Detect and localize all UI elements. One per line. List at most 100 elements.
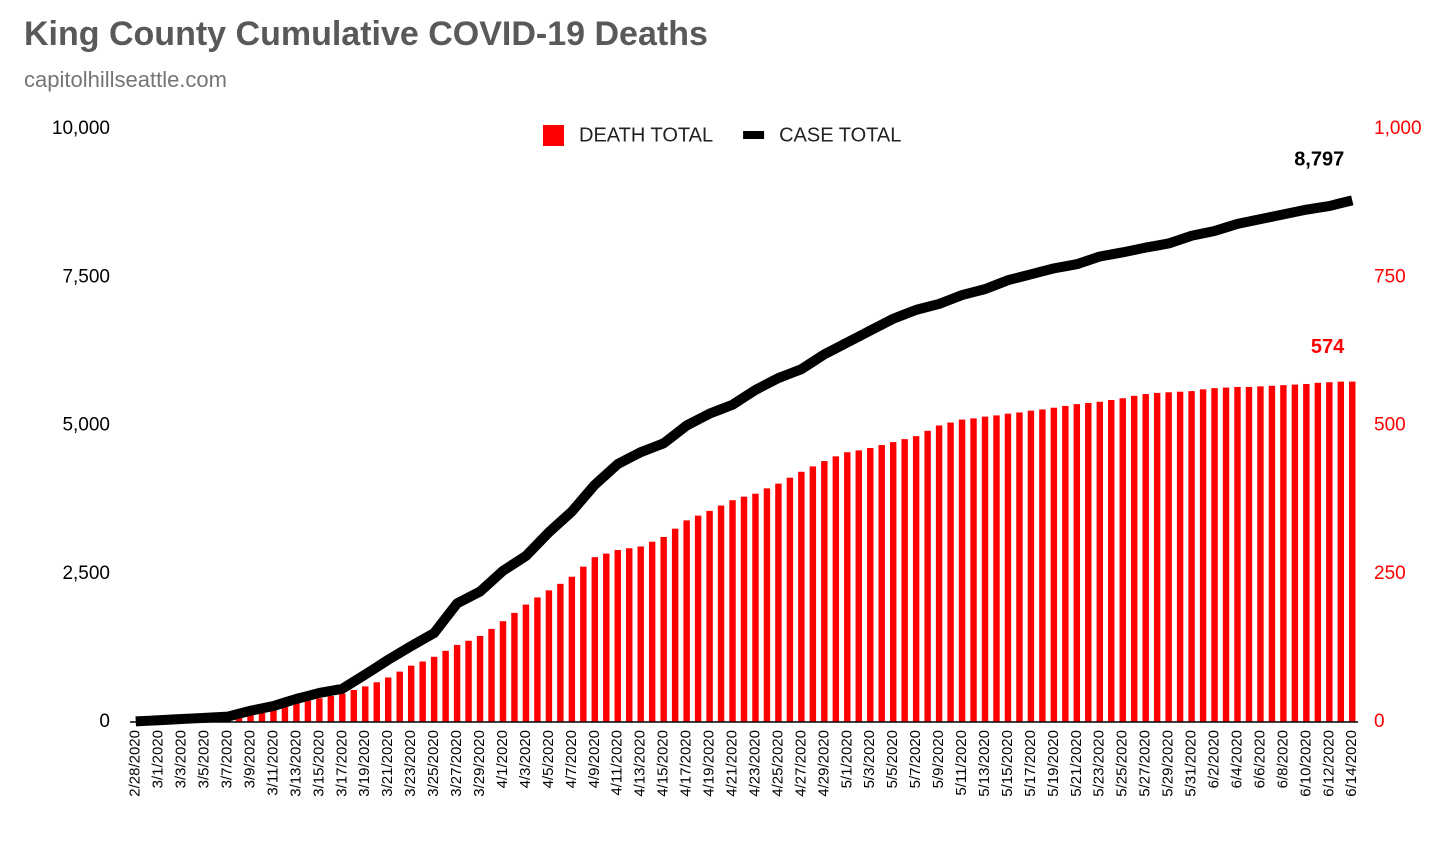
bar (901, 439, 908, 722)
x-tick-label: 5/17/2020 (1022, 730, 1039, 797)
x-tick-label: 5/3/2020 (861, 730, 878, 788)
bar (981, 416, 989, 722)
x-tick-label: 5/21/2020 (1068, 730, 1085, 797)
y2-tick-label: 750 (1374, 266, 1406, 287)
data-label: 574 (1311, 336, 1345, 358)
x-tick-label: 5/1/2020 (838, 730, 855, 788)
bar (1268, 385, 1276, 722)
bar (648, 541, 656, 722)
bar (1257, 386, 1264, 722)
bar (1039, 409, 1046, 722)
x-tick-label: 5/15/2020 (999, 730, 1016, 797)
bar (476, 636, 484, 722)
bar (786, 477, 794, 722)
x-tick-label: 6/8/2020 (1274, 730, 1291, 788)
bar (580, 566, 587, 722)
bar (1004, 413, 1012, 722)
bar (706, 510, 713, 722)
legend-label: CASE TOTAL (779, 124, 901, 146)
bar (798, 471, 805, 722)
x-tick-label: 3/21/2020 (379, 730, 396, 797)
bar (316, 698, 323, 722)
bar (270, 707, 277, 722)
bar (614, 550, 621, 722)
y2-tick-label: 500 (1374, 415, 1406, 436)
x-tick-label: 4/19/2020 (701, 730, 718, 797)
bar (293, 703, 300, 722)
bar (511, 612, 518, 722)
y2-tick-label: 250 (1374, 563, 1406, 584)
x-tick-label: 4/17/2020 (678, 730, 695, 797)
bar (1130, 395, 1138, 722)
bar (775, 483, 782, 722)
x-tick-label: 4/15/2020 (655, 730, 672, 797)
y-tick-label: 2,500 (62, 563, 110, 584)
bar (1050, 407, 1058, 722)
x-tick-label: 4/29/2020 (815, 730, 832, 797)
x-tick-label: 3/27/2020 (448, 730, 465, 797)
x-tick-label: 3/19/2020 (356, 730, 373, 797)
x-tick-label: 3/15/2020 (310, 730, 327, 797)
bar (557, 583, 564, 722)
bar (935, 425, 943, 722)
bar (958, 419, 966, 722)
x-tick-label: 3/23/2020 (402, 730, 419, 797)
bar (407, 665, 415, 722)
x-tick-label: 6/2/2020 (1206, 730, 1223, 788)
x-tick-label: 5/27/2020 (1137, 730, 1154, 797)
x-tick-label: 4/13/2020 (632, 730, 649, 797)
bar (568, 576, 576, 722)
y-tick-label: 0 (99, 711, 110, 732)
x-tick-label: 6/14/2020 (1343, 730, 1360, 797)
bar (350, 689, 358, 722)
bar (499, 621, 507, 722)
bar (385, 677, 392, 722)
bar (763, 488, 771, 722)
bar (694, 515, 702, 722)
bar (844, 452, 851, 722)
data-label: 8,797 (1294, 149, 1344, 171)
bar (924, 430, 931, 722)
x-tick-label: 3/29/2020 (471, 730, 488, 797)
bar (1314, 382, 1322, 722)
x-tick-label: 5/19/2020 (1045, 730, 1062, 797)
x-tick-label: 3/17/2020 (333, 730, 350, 797)
bar (855, 450, 862, 722)
y-tick-label: 10,000 (52, 118, 110, 139)
bar (1337, 381, 1344, 722)
bar (1291, 384, 1299, 722)
bar (1176, 391, 1184, 722)
legend-swatch (543, 125, 564, 146)
x-tick-label: 5/5/2020 (884, 730, 901, 788)
x-tick-label: 4/27/2020 (792, 730, 809, 797)
bar (1326, 382, 1333, 722)
x-tick-label: 5/9/2020 (930, 730, 947, 788)
bar (247, 711, 254, 722)
bar (419, 661, 426, 722)
bar (993, 415, 1000, 722)
x-tick-label: 5/25/2020 (1114, 730, 1131, 797)
x-tick-label: 5/31/2020 (1183, 730, 1200, 797)
x-tick-label: 6/12/2020 (1320, 730, 1337, 797)
x-tick-label: 3/5/2020 (196, 730, 213, 788)
bar (488, 628, 495, 722)
bar (603, 553, 610, 722)
x-tick-label: 4/23/2020 (746, 730, 763, 797)
bar (1280, 385, 1287, 722)
bar (717, 505, 725, 722)
y2-tick-label: 0 (1374, 711, 1385, 732)
bar (1188, 391, 1195, 722)
x-tick-label: 3/1/2020 (150, 730, 167, 788)
bar (1222, 387, 1230, 722)
bar (740, 496, 748, 722)
bar (1016, 412, 1023, 722)
bar (1153, 392, 1161, 722)
bar (327, 695, 335, 722)
bar (1108, 400, 1115, 722)
bar (821, 461, 828, 722)
x-tick-label: 6/10/2020 (1297, 730, 1314, 797)
y-tick-label: 5,000 (62, 415, 110, 436)
bar (683, 520, 690, 722)
legend-swatch (743, 131, 765, 139)
